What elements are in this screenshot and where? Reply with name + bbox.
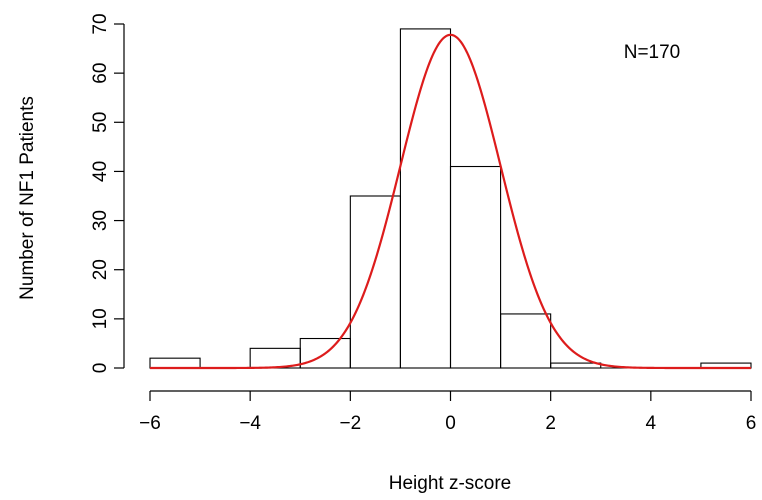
y-tick-label: 70	[90, 13, 111, 34]
histogram-bar	[500, 313, 552, 369]
x-tick-label: −2	[339, 413, 361, 434]
x-tick-label: 4	[646, 413, 657, 434]
histogram-bar	[349, 195, 401, 369]
y-tick-label: 50	[90, 112, 111, 133]
normal-curve	[150, 33, 751, 370]
bars-group	[149, 28, 752, 369]
y-tick-label: 60	[90, 63, 111, 84]
y-tick-label: 40	[90, 161, 111, 182]
histogram-bar	[550, 362, 602, 369]
histogram-bar	[149, 357, 201, 369]
y-tick-label: 10	[90, 308, 111, 329]
histogram-bar	[399, 28, 452, 369]
x-tick-label: 6	[746, 413, 757, 434]
x-axis-title: Height z-score	[389, 473, 512, 494]
x-tick-label: −6	[139, 413, 161, 434]
y-tick-label: 0	[90, 363, 111, 374]
y-tick-label: 30	[90, 210, 111, 231]
y-axis-title: Number of NF1 Patients	[17, 96, 38, 300]
y-tick-label: 20	[90, 259, 111, 280]
x-tick-label: −4	[239, 413, 261, 434]
sample-size-annotation: N=170	[624, 42, 681, 63]
x-axis-ticks: −6 −4 −2 0 2 4 6	[139, 391, 756, 434]
histogram-bar	[449, 165, 502, 369]
y-axis-ticks: 0 10 20 30 40 50 60 70	[90, 13, 124, 373]
x-tick-label: 2	[545, 413, 556, 434]
x-tick-label: 0	[445, 413, 456, 434]
